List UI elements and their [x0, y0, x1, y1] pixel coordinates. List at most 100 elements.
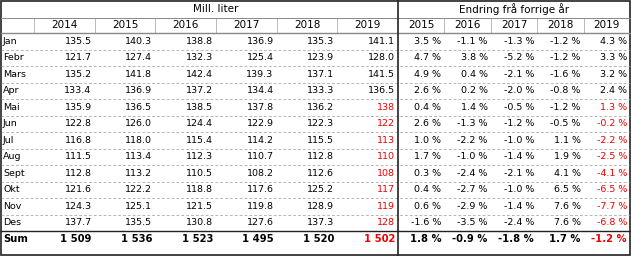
Text: 108: 108 [377, 169, 395, 178]
Text: -0.5 %: -0.5 % [550, 119, 581, 128]
Text: 125.2: 125.2 [307, 185, 334, 194]
Text: -1.3 %: -1.3 % [457, 119, 488, 128]
Text: 0.6 %: 0.6 % [415, 202, 442, 211]
Text: -3.5 %: -3.5 % [457, 218, 488, 227]
Text: 113.4: 113.4 [125, 152, 152, 161]
Text: 128.9: 128.9 [307, 202, 334, 211]
Text: 121.5: 121.5 [186, 202, 213, 211]
Text: -2.5 %: -2.5 % [597, 152, 627, 161]
Text: 3.8 %: 3.8 % [461, 53, 488, 62]
Text: 4.1 %: 4.1 % [553, 169, 581, 178]
Text: 2.6 %: 2.6 % [415, 119, 442, 128]
Text: 135.3: 135.3 [307, 37, 334, 46]
Text: Okt: Okt [3, 185, 20, 194]
Text: 2015: 2015 [408, 20, 434, 30]
Text: 138.8: 138.8 [186, 37, 213, 46]
Text: 1 502: 1 502 [363, 234, 395, 244]
Text: -2.2 %: -2.2 % [597, 136, 627, 145]
Text: Mai: Mai [3, 103, 20, 112]
Text: 1.8 %: 1.8 % [410, 234, 442, 244]
Text: 110.5: 110.5 [186, 169, 213, 178]
Text: 4.9 %: 4.9 % [415, 70, 442, 79]
Text: 1.1 %: 1.1 % [553, 136, 581, 145]
Text: 136.2: 136.2 [307, 103, 334, 112]
Text: 3.3 %: 3.3 % [599, 53, 627, 62]
Text: 141.5: 141.5 [368, 70, 395, 79]
Text: 121.7: 121.7 [64, 53, 91, 62]
Text: 2015: 2015 [112, 20, 138, 30]
Text: 140.3: 140.3 [125, 37, 152, 46]
Text: -2.4 %: -2.4 % [457, 169, 488, 178]
Text: 136.5: 136.5 [368, 86, 395, 95]
Text: 122: 122 [377, 119, 395, 128]
Text: 128.0: 128.0 [368, 53, 395, 62]
Text: 2.4 %: 2.4 % [600, 86, 627, 95]
Text: 142.4: 142.4 [186, 70, 213, 79]
Text: 136.5: 136.5 [125, 103, 152, 112]
Text: 124.3: 124.3 [64, 202, 91, 211]
Text: 0.3 %: 0.3 % [415, 169, 442, 178]
Text: -1.0 %: -1.0 % [457, 152, 488, 161]
Text: 137.8: 137.8 [247, 103, 274, 112]
Text: 125.4: 125.4 [247, 53, 274, 62]
Text: 135.5: 135.5 [64, 37, 91, 46]
Text: 113.2: 113.2 [125, 169, 152, 178]
Text: 3.5 %: 3.5 % [415, 37, 442, 46]
Text: -1.0 %: -1.0 % [504, 185, 534, 194]
Text: Mill. liter: Mill. liter [193, 5, 239, 15]
Text: 121.6: 121.6 [64, 185, 91, 194]
Text: Nov: Nov [3, 202, 21, 211]
Text: 123.9: 123.9 [307, 53, 334, 62]
Text: -2.4 %: -2.4 % [504, 218, 534, 227]
Text: 2.6 %: 2.6 % [415, 86, 442, 95]
Text: 133.3: 133.3 [307, 86, 334, 95]
Text: 115.5: 115.5 [307, 136, 334, 145]
Text: Jan: Jan [3, 37, 18, 46]
Text: 6.5 %: 6.5 % [553, 185, 581, 194]
Text: -1.0 %: -1.0 % [504, 136, 534, 145]
Text: -5.2 %: -5.2 % [504, 53, 534, 62]
Text: -0.5 %: -0.5 % [504, 103, 534, 112]
Text: Jul: Jul [3, 136, 15, 145]
Text: 117: 117 [377, 185, 395, 194]
Text: -2.1 %: -2.1 % [504, 169, 534, 178]
Text: -7.7 %: -7.7 % [597, 202, 627, 211]
Text: 1.9 %: 1.9 % [553, 152, 581, 161]
Text: -0.9 %: -0.9 % [452, 234, 488, 244]
Text: 1 536: 1 536 [121, 234, 152, 244]
Text: -1.2 %: -1.2 % [591, 234, 627, 244]
Text: 1.0 %: 1.0 % [415, 136, 442, 145]
Text: 1.4 %: 1.4 % [461, 103, 488, 112]
Text: 137.3: 137.3 [307, 218, 334, 227]
Text: 1 495: 1 495 [242, 234, 274, 244]
Text: 119.8: 119.8 [247, 202, 274, 211]
Text: 7.6 %: 7.6 % [553, 218, 581, 227]
Text: 118.8: 118.8 [186, 185, 213, 194]
Text: -4.1 %: -4.1 % [597, 169, 627, 178]
Text: -2.9 %: -2.9 % [457, 202, 488, 211]
Text: 0.4 %: 0.4 % [415, 185, 442, 194]
Text: 136.9: 136.9 [247, 37, 274, 46]
Text: 115.4: 115.4 [186, 136, 213, 145]
Text: 141.8: 141.8 [126, 70, 152, 79]
Text: 122.9: 122.9 [247, 119, 274, 128]
Text: -1.6 %: -1.6 % [550, 70, 581, 79]
Text: 1 509: 1 509 [61, 234, 91, 244]
Text: 136.9: 136.9 [125, 86, 152, 95]
Text: 119: 119 [377, 202, 395, 211]
Text: 2019: 2019 [594, 20, 620, 30]
Text: 127.4: 127.4 [126, 53, 152, 62]
Text: 132.3: 132.3 [186, 53, 213, 62]
Text: 139.3: 139.3 [247, 70, 274, 79]
Text: 112.8: 112.8 [307, 152, 334, 161]
Text: -6.5 %: -6.5 % [597, 185, 627, 194]
Text: Febr: Febr [3, 53, 24, 62]
Text: 134.4: 134.4 [247, 86, 274, 95]
Text: Sept: Sept [3, 169, 25, 178]
Text: 116.8: 116.8 [64, 136, 91, 145]
Text: -2.1 %: -2.1 % [504, 70, 534, 79]
Text: 112.8: 112.8 [64, 169, 91, 178]
Text: 135.9: 135.9 [64, 103, 91, 112]
Text: -2.2 %: -2.2 % [457, 136, 488, 145]
Text: 122.3: 122.3 [307, 119, 334, 128]
